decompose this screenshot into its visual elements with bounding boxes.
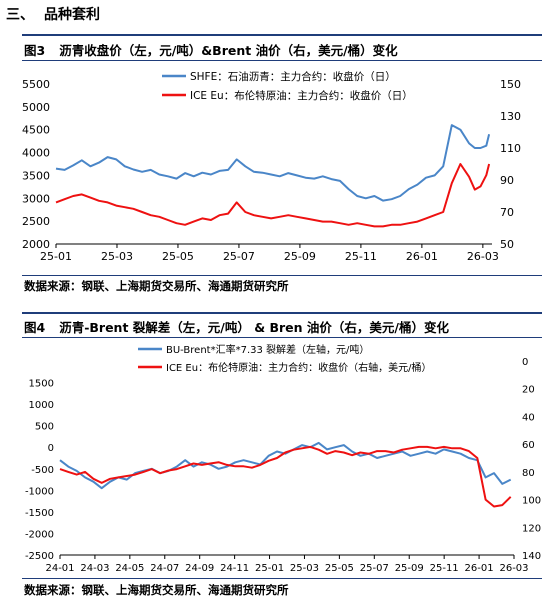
y-right-tick-label: 150 (500, 78, 521, 91)
figure-4-caption: 沥青-Brent 裂解差（左，元/吨） & Bren 油价（右，美元/桶）变化 (59, 320, 449, 335)
y-right-tick-label: 40 (522, 412, 535, 423)
chart-crack-spread-brent: -2500 -2000 -1500 -1000 -500 0 500 1000 1500 0 20 4… (25, 343, 541, 574)
x-tick-label: 25-03 (290, 563, 319, 574)
figure-3-label: 图3 (24, 43, 46, 58)
y-right-tick-label: 70 (500, 206, 514, 219)
series-line-blue (55, 124, 491, 202)
legend-entry: BU-Brent*汇率*7.33 裂解差（左轴，元/吨） (166, 343, 369, 356)
x-tick-label: 26-03 (499, 563, 528, 574)
y-left-tick-label: 3500 (22, 169, 50, 182)
figure-4-source: 数据来源：钢联、上海期货交易所、海通期货研究所 (24, 583, 289, 597)
x-tick-label: 25-11 (430, 563, 459, 574)
x-tick-label: 24-07 (150, 563, 179, 574)
x-tick-label: 25-07 (360, 563, 389, 574)
x-tick-label: 24-03 (80, 563, 109, 574)
series-line-red (55, 163, 491, 228)
y-left-tick-label: 1000 (29, 400, 54, 411)
legend-entry: SHFE：石油沥青：主力合约：收盘价（日） (190, 70, 396, 83)
figure-4-top-rule (22, 312, 542, 314)
y-right-tick-label: 100 (522, 496, 541, 507)
y-right-tick-label: 20 (522, 385, 535, 396)
y-right-tick-label: 50 (500, 238, 514, 251)
figure-3-caption: 沥青收盘价（左，元/吨）&Brent 油价（右，美元/桶）变化 (59, 43, 398, 58)
x-tick-label: 25-09 (284, 250, 316, 263)
x-tick-label: 25-11 (345, 250, 377, 263)
section-heading: 三、 品种套利 (6, 4, 100, 24)
legend-entry: ICE Eu：布伦特原油：主力合约：收盘价（日） (190, 89, 413, 102)
y-left-tick-label: 500 (35, 422, 54, 433)
y-left-tick-label: 1500 (29, 379, 54, 390)
figure-4-title: 图4 沥青-Brent 裂解差（左，元/吨） & Bren 油价（右，美元/桶）变… (24, 317, 449, 336)
figure-4-label: 图4 (24, 320, 46, 335)
y-left-tick-label: 5000 (22, 101, 50, 114)
y-right-tick-label: 120 (522, 523, 541, 534)
y-right-tick-label: 140 (522, 551, 541, 562)
figure-3-bottom-rule (22, 275, 542, 276)
y-left-tick-label: 0 (48, 443, 54, 454)
x-tick-label: 25-07 (223, 250, 255, 263)
figure-3-top-rule (22, 34, 542, 36)
y-left-tick-label: -500 (31, 465, 54, 476)
x-tick-label: 24-09 (185, 563, 214, 574)
figure-3-title: 图3 沥青收盘价（左，元/吨）&Brent 油价（右，美元/桶）变化 (24, 40, 398, 59)
y-right-tick-label: 110 (500, 142, 521, 155)
x-tick-label: 26-01 (406, 250, 438, 263)
y-left-tick-label: 4000 (22, 147, 50, 160)
y-right-tick-label: 80 (522, 468, 535, 479)
y-left-tick-label: 2500 (22, 215, 50, 228)
x-tick-label: 25-01 (40, 250, 72, 263)
chart-asphalt-brent: 2000 2500 3000 3500 4000 4500 5000 5500 50 70 90 11… (22, 70, 521, 263)
y-left-tick-label: 2000 (22, 238, 50, 251)
figure-4-bottom-rule (22, 578, 542, 579)
y-right-tick-label: 90 (500, 174, 514, 187)
x-tick-label: 25-01 (255, 563, 284, 574)
section-number: 三、 (6, 7, 34, 23)
x-tick-label: 24-05 (115, 563, 144, 574)
figure-3-source: 数据来源：钢联、上海期货交易所、海通期货研究所 (24, 279, 289, 293)
series-line-red (59, 445, 512, 508)
x-tick-label: 25-09 (395, 563, 424, 574)
figure-4-title-rule (22, 337, 542, 338)
section-title: 品种套利 (44, 7, 100, 23)
y-left-tick-label: 5500 (22, 78, 50, 91)
y-left-tick-label: -1500 (25, 508, 54, 519)
y-left-tick-label: -1000 (25, 486, 54, 497)
y-left-tick-label: 4500 (22, 124, 50, 137)
y-left-tick-label: 3000 (22, 192, 50, 205)
x-tick-label: 25-05 (162, 250, 194, 263)
x-tick-label: 26-01 (465, 563, 494, 574)
legend-entry: ICE Eu：布伦特原油：主力合约：收盘价（右轴，美元/桶） (166, 361, 431, 374)
x-tick-label: 24-11 (220, 563, 249, 574)
y-left-tick-label: -2000 (25, 529, 54, 540)
y-right-tick-label: 130 (500, 110, 521, 123)
x-tick-label: 24-01 (45, 563, 74, 574)
x-tick-label: 25-05 (325, 563, 354, 574)
figure-3-title-rule (22, 60, 542, 61)
x-tick-label: 26-03 (467, 250, 499, 263)
x-tick-label: 25-03 (101, 250, 133, 263)
y-left-tick-label: -2500 (25, 551, 54, 562)
series-line-blue (59, 441, 512, 490)
y-right-tick-label: 0 (522, 357, 528, 368)
y-right-tick-label: 60 (522, 440, 535, 451)
